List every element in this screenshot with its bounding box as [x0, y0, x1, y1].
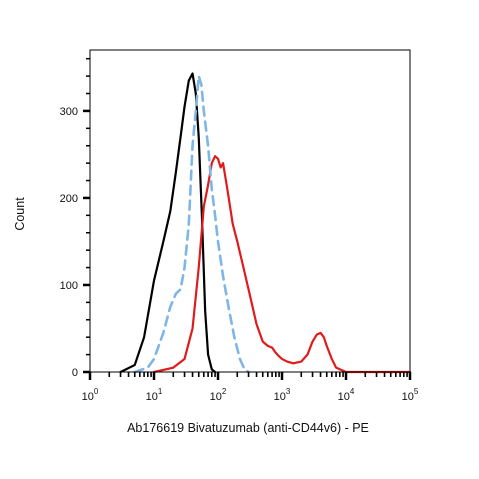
axis-layer: 0 100 200 300 100 101 102 103 104 105 [60, 57, 419, 403]
y-tick-label: 200 [60, 193, 78, 205]
series-line-3 [133, 74, 250, 374]
y-tick-label: 100 [60, 280, 78, 292]
x-tick-label: 102 [210, 387, 227, 403]
y-tick-label: 0 [72, 367, 78, 379]
x-axis-title: Ab176619 Bivatuzumab (anti-CD44v6) - PE [127, 421, 369, 435]
x-tick-label: 101 [146, 387, 163, 403]
x-tick-label: 105 [402, 387, 419, 403]
series-line-1 [119, 72, 217, 374]
y-axis-title: Count [13, 197, 27, 231]
plot-frame [89, 49, 411, 373]
series-layer [119, 72, 412, 374]
x-tick-label: 104 [338, 387, 355, 403]
series-line-2 [152, 155, 412, 374]
x-tick-label: 100 [82, 387, 99, 403]
x-tick-label: 103 [274, 387, 291, 403]
y-tick-label: 300 [60, 106, 78, 118]
